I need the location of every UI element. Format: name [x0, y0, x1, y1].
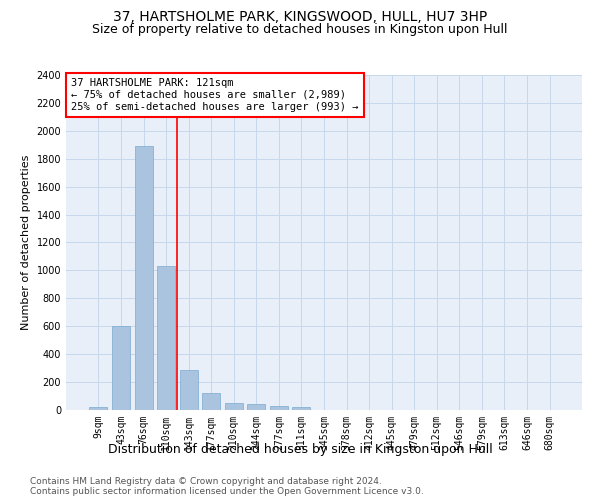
Bar [179, 370, 198, 410]
Bar [112, 326, 130, 410]
Bar [202, 393, 220, 410]
Text: 37 HARTSHOLME PARK: 121sqm
← 75% of detached houses are smaller (2,989)
25% of s: 37 HARTSHOLME PARK: 121sqm ← 75% of deta… [71, 78, 359, 112]
Bar [134, 146, 152, 410]
Bar [157, 266, 175, 410]
Text: Size of property relative to detached houses in Kingston upon Hull: Size of property relative to detached ho… [92, 22, 508, 36]
Text: Contains public sector information licensed under the Open Government Licence v3: Contains public sector information licen… [30, 488, 424, 496]
Bar [89, 407, 107, 410]
Bar [270, 406, 288, 410]
Bar [247, 404, 265, 410]
Text: Contains HM Land Registry data © Crown copyright and database right 2024.: Contains HM Land Registry data © Crown c… [30, 478, 382, 486]
Y-axis label: Number of detached properties: Number of detached properties [21, 155, 31, 330]
Text: Distribution of detached houses by size in Kingston upon Hull: Distribution of detached houses by size … [107, 442, 493, 456]
Bar [292, 407, 310, 410]
Bar [225, 403, 243, 410]
Text: 37, HARTSHOLME PARK, KINGSWOOD, HULL, HU7 3HP: 37, HARTSHOLME PARK, KINGSWOOD, HULL, HU… [113, 10, 487, 24]
